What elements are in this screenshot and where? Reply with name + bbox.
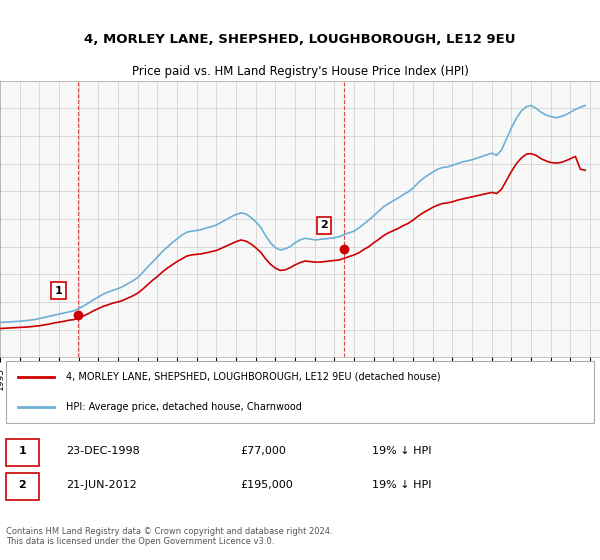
Text: 19% ↓ HPI: 19% ↓ HPI bbox=[372, 480, 431, 490]
Text: £195,000: £195,000 bbox=[240, 480, 293, 490]
Text: 4, MORLEY LANE, SHEPSHED, LOUGHBOROUGH, LE12 9EU (detached house): 4, MORLEY LANE, SHEPSHED, LOUGHBOROUGH, … bbox=[66, 372, 440, 382]
Text: 21-JUN-2012: 21-JUN-2012 bbox=[66, 480, 137, 490]
Text: 23-DEC-1998: 23-DEC-1998 bbox=[66, 446, 140, 456]
Text: £77,000: £77,000 bbox=[240, 446, 286, 456]
FancyBboxPatch shape bbox=[6, 473, 39, 500]
Text: 1: 1 bbox=[55, 286, 62, 296]
Text: 4, MORLEY LANE, SHEPSHED, LOUGHBOROUGH, LE12 9EU: 4, MORLEY LANE, SHEPSHED, LOUGHBOROUGH, … bbox=[84, 32, 516, 46]
Text: 2: 2 bbox=[19, 480, 26, 490]
Text: 2: 2 bbox=[320, 221, 328, 230]
Text: 1: 1 bbox=[19, 446, 26, 456]
Text: Price paid vs. HM Land Registry's House Price Index (HPI): Price paid vs. HM Land Registry's House … bbox=[131, 65, 469, 78]
FancyBboxPatch shape bbox=[6, 361, 594, 423]
Text: Contains HM Land Registry data © Crown copyright and database right 2024.
This d: Contains HM Land Registry data © Crown c… bbox=[6, 527, 332, 546]
FancyBboxPatch shape bbox=[6, 438, 39, 465]
Text: HPI: Average price, detached house, Charnwood: HPI: Average price, detached house, Char… bbox=[66, 402, 302, 412]
Text: 19% ↓ HPI: 19% ↓ HPI bbox=[372, 446, 431, 456]
